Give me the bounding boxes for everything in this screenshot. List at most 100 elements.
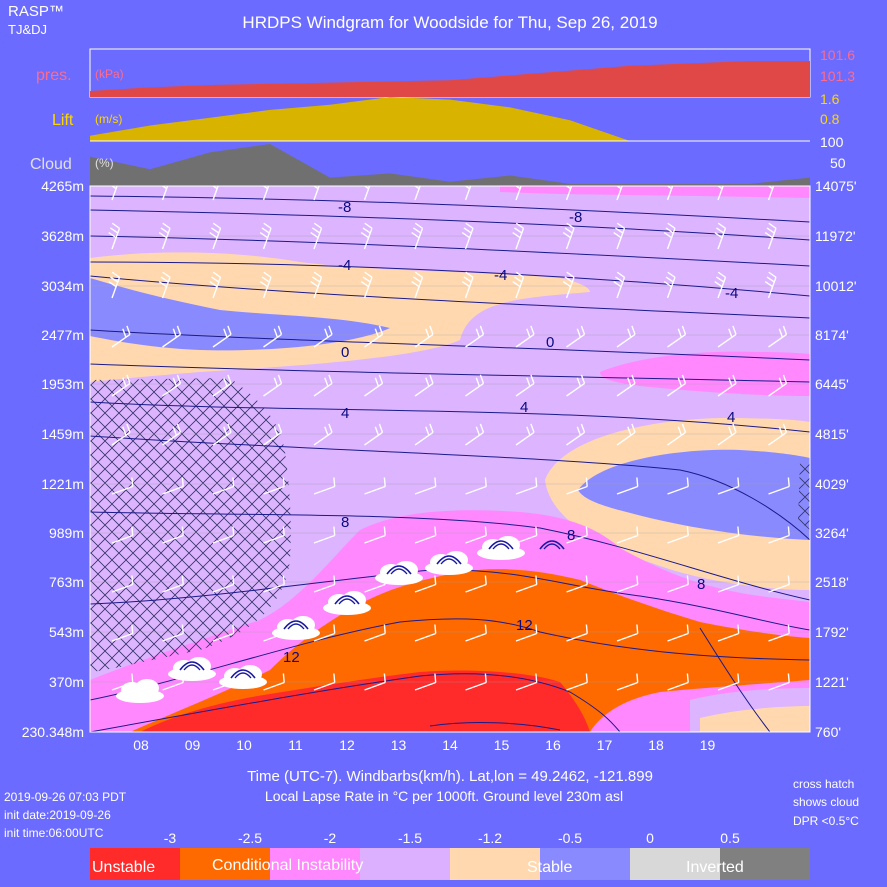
contour-label: -4 (494, 267, 507, 284)
wind-barb (313, 575, 336, 593)
left-tick-label: 3034m (41, 278, 84, 294)
wind-barb (663, 222, 676, 250)
wind-barb (414, 423, 434, 446)
wind-barb (158, 222, 171, 250)
pressure-label: pres. (36, 67, 72, 84)
wind-barb (768, 423, 788, 446)
contour-labels: -8 -8 -4 -4 -4 0 0 4 4 4 8 8 8 12 12 (283, 199, 738, 666)
cumulus-icon (477, 536, 525, 560)
wind-barb (465, 423, 485, 446)
wind-barb (313, 374, 333, 397)
cloud-panel: Cloud (%) 100 50 (30, 134, 846, 186)
left-tick-label: 370m (49, 674, 84, 690)
x-tick-label: 19 (700, 737, 716, 753)
right-tick-label: 8174' (815, 327, 849, 343)
wind-barb (566, 374, 586, 397)
wind-barb (616, 374, 636, 397)
wind-barb (515, 325, 535, 348)
wind-barb (364, 624, 386, 642)
wind-barb (111, 423, 131, 446)
cumulus-icon (425, 551, 473, 575)
wind-barb (667, 325, 687, 348)
wind-barb (667, 526, 689, 544)
lift-unit: (m/s) (95, 112, 122, 126)
right-tick-label: 1221' (815, 674, 849, 690)
contour-line (699, 627, 771, 732)
wind-barb (515, 477, 538, 495)
x-tick-label: 17 (597, 737, 613, 753)
cumulus-icon (219, 665, 267, 689)
cumulus-icon (539, 540, 565, 550)
legend-swatch (630, 848, 720, 880)
wind-barb (465, 325, 485, 348)
wind-barb (663, 271, 676, 299)
wind-barb (263, 673, 285, 691)
wind-barb (768, 575, 790, 593)
x-tick-label: 14 (442, 737, 458, 753)
contour-label: 4 (727, 409, 735, 426)
pressure-unit: (kPa) (95, 67, 124, 81)
right-tick-label: 760' (815, 724, 841, 740)
wind-barb (212, 575, 235, 593)
contour-label: 8 (341, 514, 349, 531)
left-axis: 4265m 3628m 3034m 2477m 1953m 1459m 1221m 989m 7… (22, 178, 84, 740)
right-tick-label: 1792' (815, 624, 849, 640)
x-tick-label: 15 (494, 737, 510, 753)
contour-label: -8 (338, 199, 351, 216)
left-tick-label: 1459m (41, 426, 84, 442)
wind-barb (263, 477, 285, 495)
wind-barb (313, 477, 336, 495)
wind-barb (461, 222, 474, 250)
x-tick-label: 08 (133, 737, 149, 753)
cross-hatch-note-1: cross hatch (793, 777, 854, 791)
legend-swatch (450, 848, 540, 880)
cumulus-icon (272, 616, 320, 640)
wind-barb (414, 374, 434, 397)
left-tick-label: 1953m (41, 376, 84, 392)
wind-barb (313, 526, 336, 544)
wind-barb (616, 673, 639, 691)
wind-barb (465, 477, 487, 495)
right-tick-label: 10012' (815, 278, 857, 294)
wind-barb (512, 271, 525, 299)
legend-swatch (180, 848, 270, 880)
left-tick-label: 3628m (41, 228, 84, 244)
wind-barb (162, 624, 184, 642)
wind-barbs (108, 186, 790, 691)
wind-barb (461, 271, 474, 299)
contour-line (90, 363, 810, 383)
contour-label: -8 (569, 209, 582, 226)
wind-barb (411, 222, 424, 250)
cumulus-icon (323, 591, 371, 615)
wind-barb (515, 575, 538, 593)
wind-barb (717, 325, 737, 348)
wind-barb (616, 325, 636, 348)
wind-barb (414, 575, 437, 593)
x-tick-label: 11 (288, 737, 303, 753)
wind-barb (259, 222, 272, 250)
wind-barb (414, 624, 437, 642)
contour-label: 0 (341, 344, 349, 361)
contour-line (90, 275, 810, 319)
wind-barb (616, 477, 639, 495)
wind-barb (616, 624, 639, 642)
wind-barb (768, 374, 788, 397)
contour-label: 0 (546, 334, 554, 351)
x-tick-label: 18 (648, 737, 664, 753)
wind-barb (465, 575, 487, 593)
wind-barb (263, 526, 285, 544)
wind-barb (364, 374, 384, 397)
cumulus-icon (168, 657, 216, 681)
wind-barb (162, 575, 184, 593)
pressure-tick-low: 101.3 (820, 68, 855, 84)
wind-barb (313, 423, 333, 446)
pressure-panel: pres. (kPa) 101.6 101.3 (36, 47, 855, 98)
wind-barb (263, 325, 283, 348)
wind-barb (717, 624, 740, 642)
legend-label-unstable: Unstable (92, 859, 155, 876)
wind-barb (263, 575, 285, 593)
wind-barb (714, 222, 727, 250)
wind-barb (111, 325, 131, 348)
legend-swatch (270, 848, 360, 880)
wind-barb (364, 673, 386, 691)
